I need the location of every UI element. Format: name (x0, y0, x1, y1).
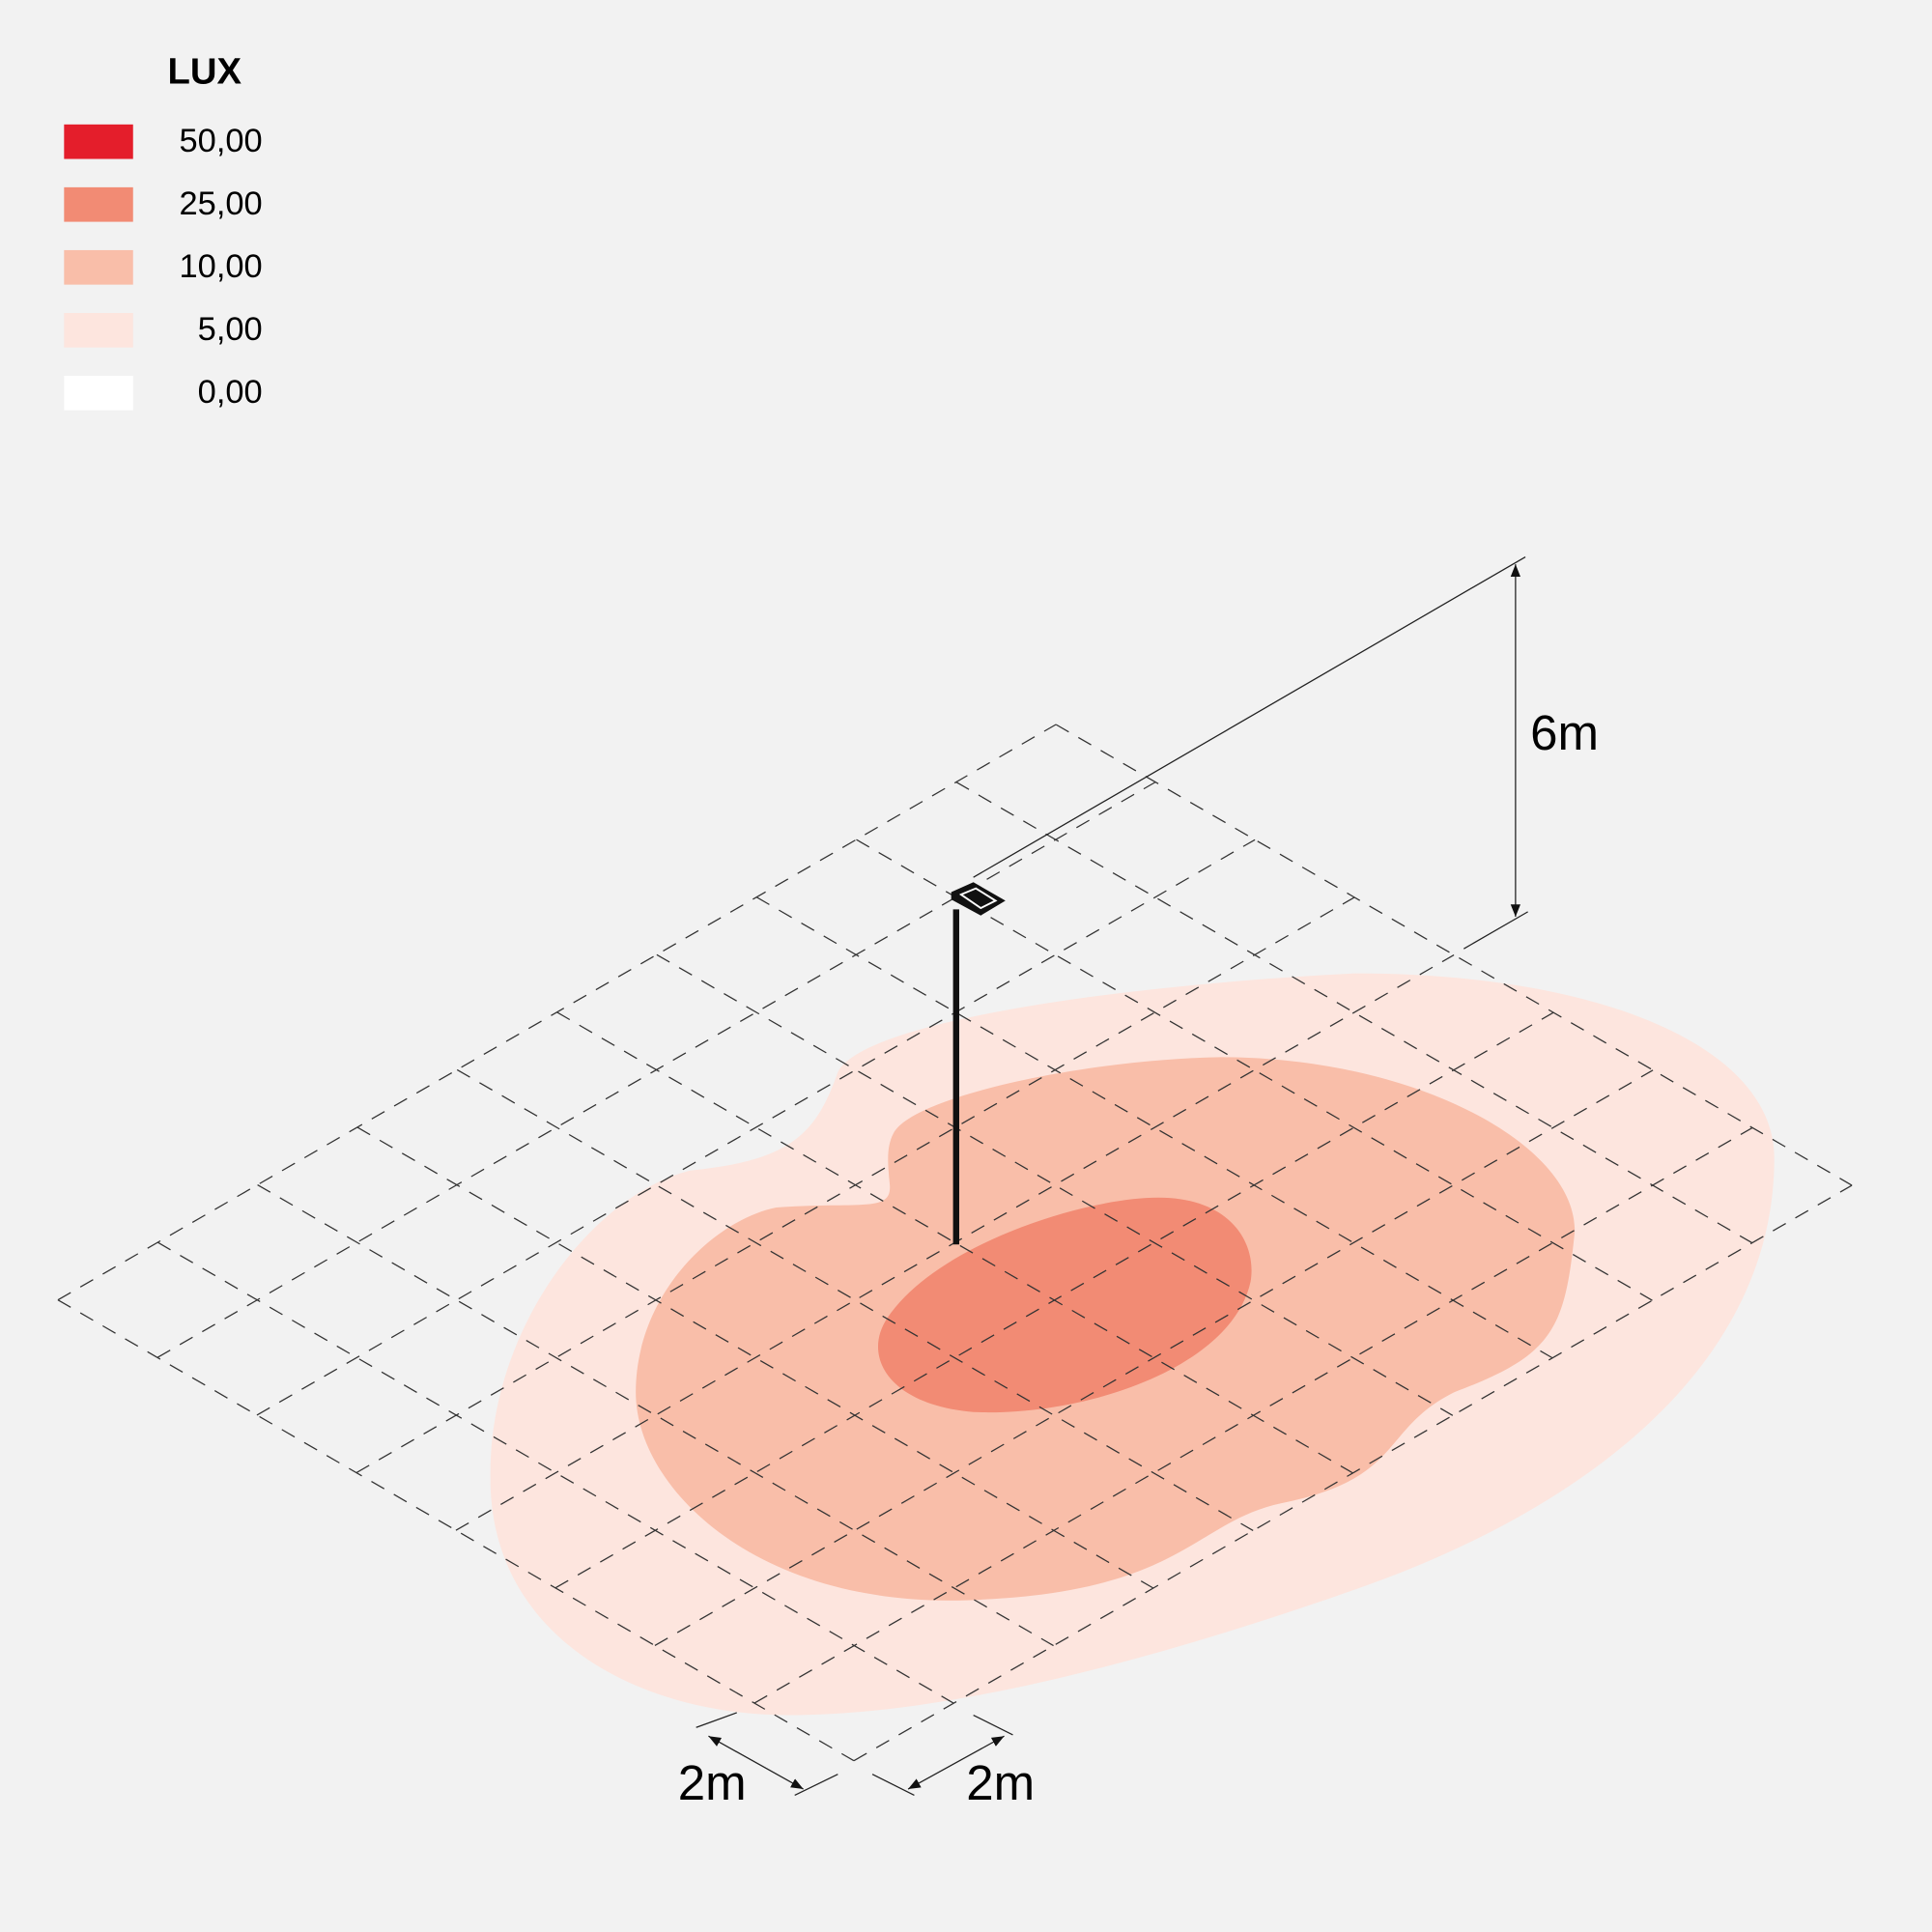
extension-line (1463, 911, 1528, 950)
dimension-label: 6m (1530, 705, 1599, 760)
legend-swatch (64, 249, 133, 285)
legend-label: 10,00 (180, 248, 263, 285)
extension-line (973, 555, 1526, 878)
extension-line (973, 1714, 1013, 1736)
legend: 50,00 25,00 10,00 5,00 0,00 (64, 123, 263, 411)
extension-line (696, 1712, 737, 1728)
zone-25-lux (877, 1197, 1252, 1413)
dimension-line (907, 1735, 1005, 1790)
legend-label: 5,00 (198, 311, 263, 348)
luminaire (951, 882, 1006, 916)
grid-line (256, 838, 1256, 1416)
legend-swatch (64, 186, 133, 222)
dimension-line (708, 1735, 804, 1790)
legend-swatch (64, 312, 133, 348)
ground-grid (57, 724, 1853, 1762)
legend-swatch (64, 124, 133, 159)
dimension-label: 2m (966, 1755, 1035, 1810)
grid-line (654, 1069, 1654, 1646)
legend-label: 25,00 (180, 185, 263, 222)
dimension-label: 2m (678, 1755, 747, 1810)
extension-line (871, 1774, 915, 1796)
legend-swatch (64, 376, 133, 411)
legend-title: LUX (167, 51, 242, 93)
luminaire-detail (958, 887, 998, 910)
extension-line (794, 1774, 838, 1796)
legend-label: 0,00 (198, 374, 263, 411)
legend-label: 50,00 (180, 123, 263, 159)
